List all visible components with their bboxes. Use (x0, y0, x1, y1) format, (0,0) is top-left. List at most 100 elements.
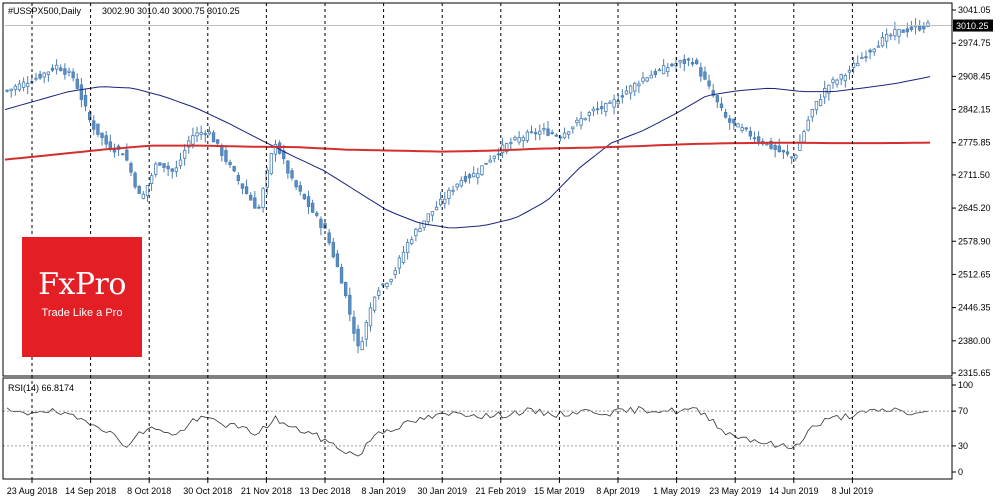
candle-down (92, 120, 96, 130)
price-tick-label: 2315.65 (958, 368, 991, 378)
candle-down (232, 166, 236, 172)
candle-down (319, 218, 323, 228)
candle-down (653, 70, 658, 75)
candle-down (294, 180, 298, 188)
candle-up (9, 88, 13, 91)
candle-up (810, 109, 814, 118)
candle-down (748, 130, 753, 137)
candle-up (455, 183, 459, 188)
candle-up (612, 99, 616, 108)
candle-down (732, 118, 736, 124)
candle-down (550, 132, 554, 135)
candle-down (162, 163, 166, 168)
candle-down (467, 174, 472, 179)
candle-down (620, 95, 625, 98)
candle-up (657, 69, 662, 72)
candle-up (381, 283, 385, 286)
price-tick-label: 2645.20 (958, 203, 991, 213)
candle-up (154, 163, 158, 175)
candle-down (5, 89, 9, 92)
axes-layer: 3041.05 2974.75 2908.45 2842.15 2775.85 2711.… (2, 2, 993, 496)
candle-down (170, 168, 174, 172)
candle-up (187, 140, 191, 148)
candle-down (166, 165, 170, 170)
candle-down (356, 328, 360, 347)
candle-up (843, 75, 848, 82)
candle-up (893, 29, 897, 37)
candle-down (728, 118, 732, 123)
candle-down (917, 25, 922, 31)
candle-down (752, 137, 757, 140)
candle-down (905, 28, 909, 33)
candle-up (377, 290, 381, 296)
candle-up (368, 307, 373, 327)
rsi-panel-frame (2, 377, 953, 480)
grid-layer (3, 3, 952, 479)
candle-up (661, 65, 666, 75)
candle-up (513, 136, 517, 141)
candle-down (335, 253, 340, 268)
candle-up (806, 119, 810, 131)
candle-down (302, 193, 307, 200)
candle-down (129, 163, 133, 173)
candle-up (141, 193, 146, 199)
candle-down (96, 123, 100, 135)
candle-up (802, 131, 806, 143)
candle-up (628, 85, 633, 94)
candle-up (889, 34, 893, 37)
candle-down (769, 140, 773, 149)
candle-down (868, 49, 872, 53)
rsi-line (6, 405, 928, 457)
chart-title: #USSPX500,Daily (8, 6, 82, 16)
logo-brand: FxPro (38, 267, 126, 302)
candle-down (215, 139, 220, 144)
candle-up (678, 60, 682, 63)
candle-up (831, 79, 835, 83)
candle-up (178, 159, 183, 167)
candle-down (331, 242, 335, 258)
candle-down (158, 162, 162, 166)
candle-up (401, 251, 406, 263)
candle-up (476, 173, 480, 178)
current-price-badge (953, 19, 993, 32)
candle-up (505, 143, 509, 152)
candle-up (674, 62, 678, 67)
candle-up (492, 155, 497, 159)
candle-down (310, 202, 315, 213)
candle-down (249, 194, 253, 201)
candle-up (273, 144, 278, 155)
candle-up (430, 211, 435, 216)
candle-up (579, 118, 583, 126)
candle-down (290, 170, 294, 179)
current-price-label: 3010.25 (956, 21, 989, 31)
price-panel (4, 18, 952, 354)
price-tick-label: 2711.50 (958, 170, 990, 180)
candle-down (244, 186, 249, 195)
rsi-tick-label: 30 (958, 441, 968, 451)
candle-down (496, 153, 501, 156)
candle-down (723, 111, 728, 118)
candle-down (59, 67, 63, 72)
x-tick-label: 13 Dec 2018 (299, 486, 350, 496)
candle-down (339, 266, 344, 284)
candle-down (286, 160, 290, 174)
candle-down (670, 63, 674, 67)
candle-down (133, 172, 137, 188)
candle-up (637, 83, 641, 87)
price-tick-label: 2380.00 (958, 336, 991, 346)
price-tick-label: 2446.35 (958, 303, 991, 313)
candle-up (372, 296, 377, 311)
candle-up (46, 71, 51, 75)
candle-up (666, 67, 670, 73)
candle-down (63, 68, 67, 75)
price-panel-frame (2, 2, 953, 377)
price-tick-label: 2578.90 (958, 236, 991, 246)
price-tick-label: 2908.45 (958, 71, 991, 81)
candlestick-series (5, 18, 930, 354)
candle-up (191, 135, 195, 145)
candle-up (182, 150, 187, 159)
candle-up (426, 213, 430, 222)
candle-up (649, 74, 653, 79)
candle-up (149, 175, 154, 184)
